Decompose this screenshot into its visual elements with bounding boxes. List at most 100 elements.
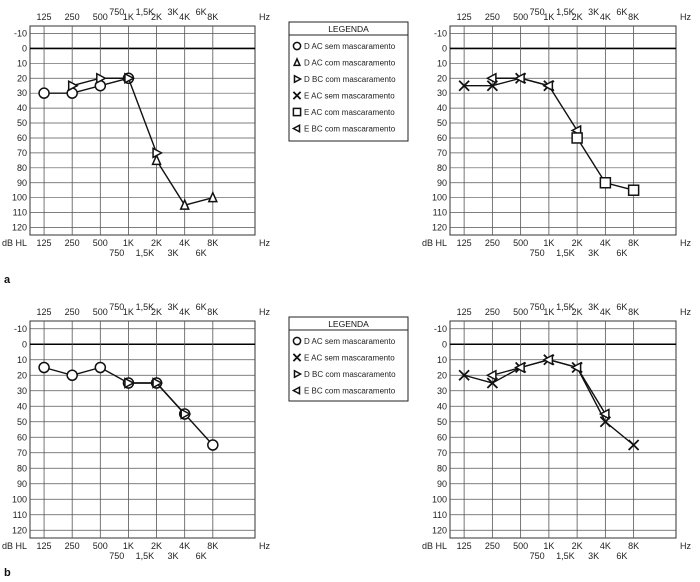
- x-unit-label-bottom: Hz: [259, 541, 270, 551]
- x-unit-label-top: Hz: [259, 307, 270, 317]
- x-tick-label-bottom: 8K: [628, 238, 639, 248]
- x-tick-label-top: 2K: [572, 307, 583, 317]
- x-tick-label-top: 125: [37, 307, 52, 317]
- y-tick-label: 100: [432, 193, 447, 203]
- y-tick-label: 120: [432, 525, 447, 535]
- marker-circle: [38, 87, 50, 99]
- legend-frame: [288, 21, 409, 142]
- audiogram-panel-4: -10 0 10 20 30 40 50 60 70 80 90 100 110 120 125 125 250…: [422, 302, 691, 561]
- legend-item: D AC sem mascaramento: [292, 41, 396, 51]
- x-inter-label-top: 3K: [168, 7, 179, 17]
- x-inter-label-top: 6K: [616, 7, 627, 17]
- marker-triangle-left: [485, 369, 497, 381]
- panel-label-b: b: [4, 567, 11, 579]
- y-tick-label: 80: [17, 163, 27, 173]
- legend-item-label: E AC sem mascaramento: [304, 92, 395, 101]
- x-unit-label-bottom: Hz: [259, 238, 270, 248]
- marker-triangle-left: [514, 72, 525, 84]
- marker-triangle: [292, 57, 302, 67]
- x-tick-label-bottom: 250: [485, 541, 500, 551]
- series-line-tri-right: [72, 77, 158, 154]
- legend-item: E AC com mascaramento: [292, 107, 395, 117]
- y-tick-label: 30: [17, 88, 27, 98]
- y-tick-label: 40: [437, 401, 447, 411]
- marker-circle: [207, 439, 219, 451]
- x-tick-label-bottom: 8K: [207, 541, 218, 551]
- marker-circle: [94, 361, 107, 374]
- y-unit-label: dB HL: [422, 541, 447, 551]
- legend-item: E BC com mascaramento: [291, 124, 396, 134]
- marker-triangle-right: [293, 74, 303, 84]
- marker-triangle-right: [124, 377, 136, 389]
- marker-square: [571, 132, 583, 144]
- x-tick-label-bottom: 4K: [600, 238, 611, 248]
- x-tick-label-bottom: 8K: [628, 541, 639, 551]
- x-tick-label-bottom: 125: [37, 541, 52, 551]
- y-tick-label: 20: [437, 73, 447, 83]
- y-tick-label: 50: [437, 118, 447, 128]
- y-tick-label: 120: [12, 525, 27, 535]
- y-tick-label: -10: [434, 324, 447, 334]
- x-inter-label-top: 6K: [196, 302, 207, 312]
- x-inter-label-bottom: 6K: [616, 551, 627, 561]
- x-inter-label-bottom: 750: [530, 551, 545, 561]
- x-inter-label-bottom: 3K: [168, 248, 179, 258]
- y-tick-label: 40: [437, 103, 447, 113]
- legend-item-label: E AC sem mascaramento: [304, 354, 395, 363]
- marker-triangle-right: [67, 79, 79, 92]
- marker-triangle-left: [291, 386, 301, 395]
- y-tick-label: 20: [17, 370, 27, 380]
- x-tick-label-top: 500: [93, 12, 108, 22]
- y-tick-label: 90: [437, 178, 447, 188]
- y-tick-label: 10: [437, 58, 447, 68]
- x-tick-label-bottom: 2K: [572, 238, 583, 248]
- x-inter-label-top: 3K: [588, 7, 599, 17]
- y-tick-label: 50: [17, 118, 27, 128]
- y-tick-label: 120: [12, 223, 27, 233]
- x-inter-label-bottom: 750: [109, 248, 124, 258]
- marker-triangle-right: [293, 369, 303, 379]
- x-tick-label-top: 1K: [123, 12, 134, 22]
- x-tick-label-bottom: 125: [37, 238, 52, 248]
- x-inter-label-top: 3K: [588, 302, 599, 312]
- marker-circle: [38, 361, 50, 374]
- marker-triangle-right: [152, 377, 164, 389]
- y-tick-label: 40: [17, 401, 27, 411]
- y-tick-label: 70: [437, 148, 447, 158]
- x-inter-label-bottom: 3K: [168, 551, 179, 561]
- x-tick-label-bottom: 4K: [179, 541, 190, 551]
- x-tick-label-bottom: 8K: [207, 238, 218, 248]
- y-tick-label: -10: [14, 28, 27, 38]
- y-tick-label: 110: [13, 510, 27, 520]
- y-tick-label: 10: [17, 355, 27, 365]
- x-tick-label-top: 1K: [543, 307, 554, 317]
- x-tick-label-top: 2K: [151, 12, 162, 22]
- x-inter-label-top: 6K: [616, 302, 627, 312]
- legend-box-2: LEGENDA D AC sem mascaramento E AC sem mas…: [288, 316, 409, 402]
- x-inter-label-bottom: 1,5K: [556, 551, 575, 561]
- x-inter-label-bottom: 3K: [588, 551, 599, 561]
- x-tick-label-top: 500: [513, 12, 528, 22]
- y-tick-label: -10: [14, 324, 27, 334]
- marker-triangle-right: [124, 72, 136, 84]
- x-tick-label-top: 4K: [179, 12, 190, 22]
- marker-triangle-right: [180, 408, 192, 420]
- series-line-circle: [44, 77, 129, 94]
- y-tick-label: 30: [17, 386, 27, 396]
- x-tick-label-top: 250: [485, 307, 500, 317]
- x-tick-label-bottom: 2K: [151, 541, 162, 551]
- y-tick-label: 100: [12, 494, 27, 504]
- x-tick-label-bottom: 1K: [543, 238, 554, 248]
- legend-item-label: D AC sem mascaramento: [304, 42, 396, 51]
- plot-frame: [449, 320, 677, 539]
- y-tick-label: 10: [17, 58, 27, 68]
- panel-label-a: a: [4, 274, 11, 286]
- legend-title: LEGENDA: [328, 24, 369, 34]
- y-tick-label: 20: [437, 370, 447, 380]
- x-tick-label-top: 125: [37, 12, 52, 22]
- legend-item-label: E AC com mascaramento: [304, 108, 395, 117]
- y-unit-label: dB HL: [2, 238, 27, 248]
- x-tick-label-top: 4K: [179, 307, 190, 317]
- y-tick-label: 0: [22, 43, 27, 53]
